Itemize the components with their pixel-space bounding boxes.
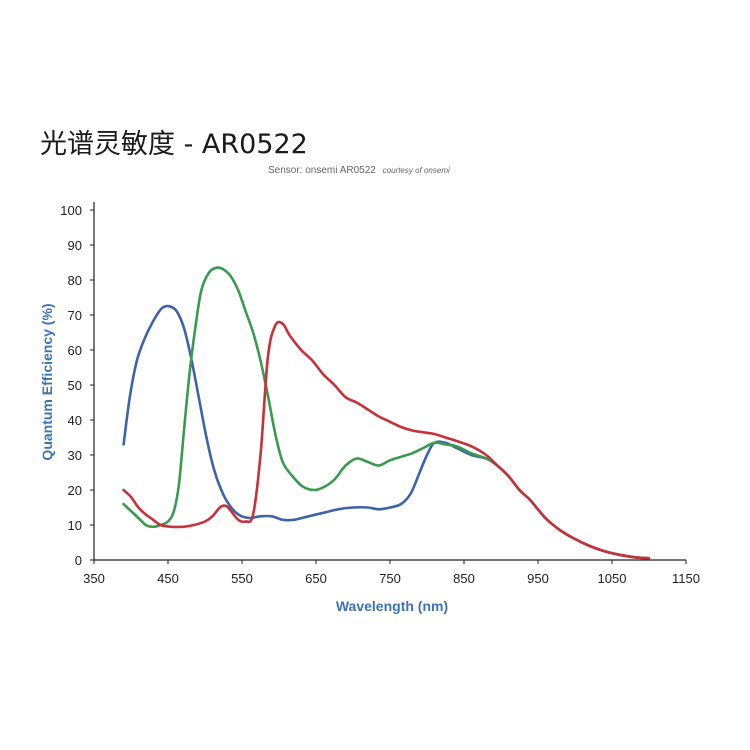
y-tick-label: 20 [68, 483, 82, 498]
x-tick-label: 450 [157, 571, 179, 586]
y-tick-label: 80 [68, 273, 82, 288]
y-tick-label: 30 [68, 448, 82, 463]
y-tick-label: 10 [68, 518, 82, 533]
chart-title: 光谱灵敏度 - AR0522 [40, 129, 308, 160]
chart-subtitle: Sensor: onsemi AR0522 courtesy of onsemi [268, 165, 450, 176]
subtitle-credit: courtesy of onsemi [382, 166, 450, 175]
blue-series-line [122, 304, 651, 560]
subtitle-sensor: Sensor: onsemi AR0522 [268, 165, 376, 176]
y-tick-label: 60 [68, 343, 82, 358]
y-tick-label: 0 [75, 553, 82, 568]
x-tick-label: 750 [379, 571, 401, 586]
y-tick-label: 40 [68, 413, 82, 428]
x-tick-label: 950 [527, 571, 549, 586]
red-series-line [122, 320, 651, 560]
x-tick-label: 1050 [598, 571, 627, 586]
x-tick-label: 350 [83, 571, 105, 586]
chart-series [122, 266, 651, 560]
y-tick-label: 50 [68, 378, 82, 393]
x-tick-label: 650 [305, 571, 327, 586]
y-tick-label: 70 [68, 308, 82, 323]
x-tick-label: 850 [453, 571, 475, 586]
x-tick-label: 550 [231, 571, 253, 586]
x-axis-label: Wavelength (nm) [336, 598, 448, 614]
y-tick-label: 90 [68, 238, 82, 253]
x-tick-label: 1150 [672, 571, 700, 586]
y-axis-label: Quantum Efficiency (%) [39, 303, 55, 460]
y-tick-label: 100 [60, 203, 82, 218]
chart-ticks: 350 450 550 650 750 850 950 1050 1150 0 10 20 30 40 50… [60, 203, 700, 586]
